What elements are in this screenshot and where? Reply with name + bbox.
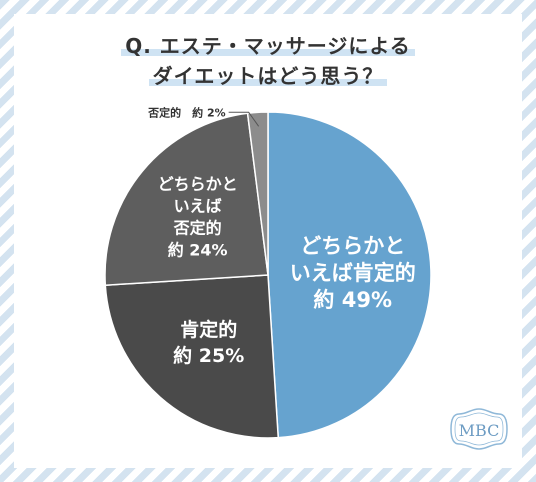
slice-yes-maybe-label-line: 約 49% xyxy=(313,288,392,312)
slice-no-maybe-label-line: 約 24% xyxy=(168,241,228,260)
slice-no-label: 否定的 約 2% xyxy=(147,105,226,119)
chart-title-line1-text: Q. エステ・マッサージによる xyxy=(121,34,415,58)
slice-no-maybe-label-line: 否定的 xyxy=(173,219,222,238)
slice-yes-label-line: 肯定的 xyxy=(180,318,237,341)
slice-no-leader-line xyxy=(228,111,260,127)
slice-no-maybe-label-line: どちらかと xyxy=(158,175,238,194)
mbc-logo: MBC xyxy=(450,408,508,450)
slice-no xyxy=(246,111,269,276)
slice-yes-maybe xyxy=(267,111,432,439)
chart-title-line2-text: ダイエットはどう思う？ xyxy=(148,64,388,88)
slice-yes-label-line: 約 25% xyxy=(173,344,244,367)
slice-yes xyxy=(104,274,280,439)
slice-yes-maybe-label-line: いえば肯定的 xyxy=(290,261,416,285)
slice-yes-maybe-label-line: どちらかと xyxy=(300,234,405,258)
slice-no-maybe xyxy=(104,112,269,287)
slice-no-maybe-label-line: いえば xyxy=(174,197,222,216)
chart-title-line2: ダイエットはどう思う？ xyxy=(0,60,536,89)
chart-title-line1: Q. エステ・マッサージによる xyxy=(0,30,536,59)
logo-text: MBC xyxy=(459,421,500,440)
